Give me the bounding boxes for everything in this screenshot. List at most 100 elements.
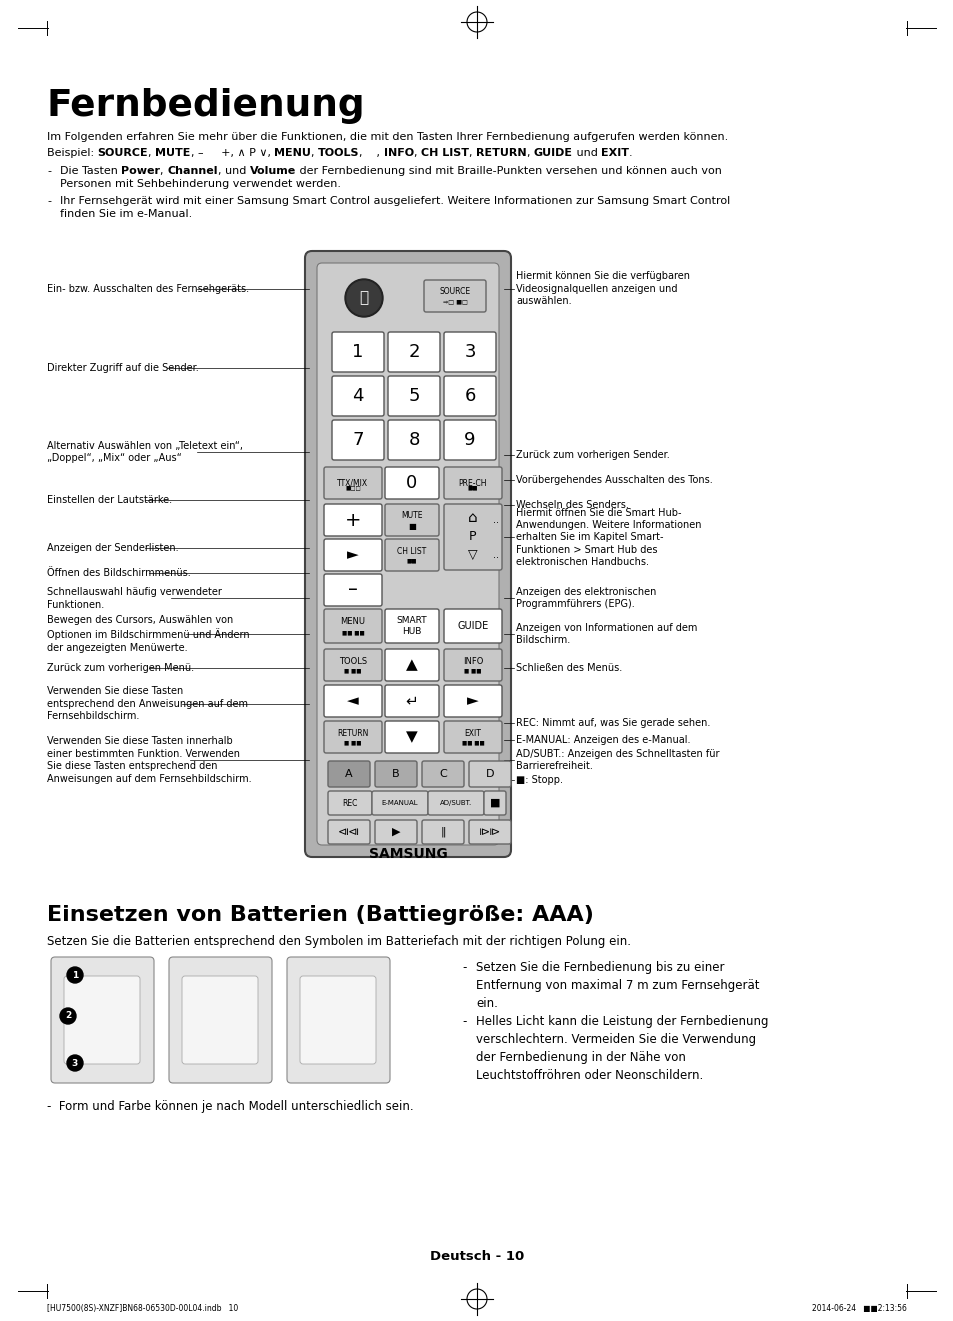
- Text: –: –: [348, 580, 357, 600]
- Text: Alternativ Auswählen von „Teletext ein“,
„Doppel“, „Mix“ oder „Aus“: Alternativ Auswählen von „Teletext ein“,…: [47, 441, 243, 464]
- Text: MENU: MENU: [340, 617, 365, 626]
- Text: TOOLS: TOOLS: [338, 657, 367, 666]
- Text: ‖: ‖: [439, 827, 445, 838]
- Text: E-MANUAL: Anzeigen des e-Manual.: E-MANUAL: Anzeigen des e-Manual.: [516, 736, 690, 745]
- Text: 6: 6: [464, 387, 476, 406]
- Text: Ein- bzw. Ausschalten des Fernsehgeräts.: Ein- bzw. Ausschalten des Fernsehgeräts.: [47, 284, 249, 293]
- FancyBboxPatch shape: [328, 820, 370, 844]
- Text: ↵: ↵: [405, 694, 418, 708]
- Text: Channel: Channel: [167, 166, 217, 176]
- FancyBboxPatch shape: [385, 686, 438, 717]
- Text: 1: 1: [352, 343, 363, 361]
- Text: ■: Stopp.: ■: Stopp.: [516, 775, 562, 785]
- FancyBboxPatch shape: [443, 332, 496, 373]
- Text: Deutsch - 10: Deutsch - 10: [430, 1251, 523, 1263]
- Text: ,: ,: [469, 148, 476, 159]
- Text: -  Form und Farbe können je nach Modell unterschiedlich sein.: - Form und Farbe können je nach Modell u…: [47, 1100, 414, 1114]
- Text: Hiermit öffnen Sie die Smart Hub-
Anwendungen. Weitere Informationen
erhalten Si: Hiermit öffnen Sie die Smart Hub- Anwend…: [516, 507, 700, 567]
- Text: 2014-06-24   ■■2:13:56: 2014-06-24 ■■2:13:56: [811, 1304, 906, 1313]
- FancyBboxPatch shape: [328, 791, 372, 815]
- FancyBboxPatch shape: [299, 976, 375, 1063]
- Circle shape: [347, 281, 380, 314]
- FancyBboxPatch shape: [388, 332, 439, 373]
- Text: 4: 4: [352, 387, 363, 406]
- Text: Zurück zum vorherigen Menü.: Zurück zum vorherigen Menü.: [47, 663, 193, 672]
- Text: ■□□: ■□□: [345, 485, 360, 490]
- Text: ■: ■: [489, 798, 499, 808]
- Text: 2: 2: [408, 343, 419, 361]
- Text: ⧏⧏: ⧏⧏: [337, 827, 359, 838]
- FancyBboxPatch shape: [316, 263, 498, 845]
- Text: CH LIST: CH LIST: [397, 547, 426, 556]
- Text: ▼: ▼: [406, 729, 417, 745]
- Text: Direkter Zugriff auf die Sender.: Direkter Zugriff auf die Sender.: [47, 362, 198, 373]
- FancyBboxPatch shape: [324, 468, 381, 499]
- FancyBboxPatch shape: [443, 420, 496, 460]
- FancyBboxPatch shape: [423, 280, 485, 312]
- Text: Einsetzen von Batterien (Battiegröße: AAA): Einsetzen von Batterien (Battiegröße: AA…: [47, 905, 594, 925]
- Text: PRE-CH: PRE-CH: [458, 478, 487, 487]
- Text: ⌂: ⌂: [468, 510, 477, 526]
- Text: GUIDE: GUIDE: [533, 148, 572, 159]
- Text: Anzeigen des elektronischen
Programmführers (EPG).: Anzeigen des elektronischen Programmführ…: [516, 587, 656, 609]
- Text: Hiermit können Sie die verfügbaren
Videosignalquellen anzeigen und
auswählen.: Hiermit können Sie die verfügbaren Video…: [516, 271, 689, 306]
- FancyBboxPatch shape: [428, 791, 483, 815]
- Text: , –     +, ∧ P ∨,: , – +, ∧ P ∨,: [191, 148, 274, 159]
- FancyBboxPatch shape: [328, 761, 370, 787]
- FancyBboxPatch shape: [443, 376, 496, 416]
- FancyBboxPatch shape: [287, 956, 390, 1083]
- Text: Setzen Sie die Batterien entsprechend den Symbolen im Batteriefach mit der richt: Setzen Sie die Batterien entsprechend de…: [47, 935, 630, 948]
- Text: Bewegen des Cursors, Auswählen von
Optionen im Bildschirmmenü und Ändern
der ang: Bewegen des Cursors, Auswählen von Optio…: [47, 616, 250, 653]
- Text: Schließen des Menüs.: Schließen des Menüs.: [516, 663, 621, 672]
- Text: Personen mit Sehbehinderung verwendet werden.: Personen mit Sehbehinderung verwendet we…: [60, 180, 340, 189]
- Text: ■ ■■: ■ ■■: [344, 668, 361, 674]
- Text: P: P: [469, 530, 476, 543]
- Text: ■■ ■■: ■■ ■■: [341, 630, 364, 635]
- Text: ■ ■■: ■ ■■: [464, 668, 481, 674]
- Text: A: A: [345, 769, 353, 779]
- Text: Setzen Sie die Fernbedienung bis zu einer
Entfernung von maximal 7 m zum Fernseh: Setzen Sie die Fernbedienung bis zu eine…: [476, 960, 759, 1011]
- Text: ..: ..: [493, 550, 498, 560]
- Text: SOURCE: SOURCE: [439, 288, 470, 296]
- FancyBboxPatch shape: [332, 376, 384, 416]
- Text: ⇒□ ■□: ⇒□ ■□: [442, 300, 467, 305]
- Text: der Fernbedienung sind mit Braille-Punkten versehen und können auch von: der Fernbedienung sind mit Braille-Punkt…: [295, 166, 721, 176]
- Text: 3: 3: [71, 1058, 78, 1067]
- FancyBboxPatch shape: [469, 820, 511, 844]
- FancyBboxPatch shape: [388, 376, 439, 416]
- Text: E-MANUAL: E-MANUAL: [381, 801, 417, 806]
- Text: -: -: [47, 196, 51, 206]
- Text: Power: Power: [121, 166, 160, 176]
- Text: [HU7500(8S)-XNZF]BN68-06530D-00L04.indb   10: [HU7500(8S)-XNZF]BN68-06530D-00L04.indb …: [47, 1304, 238, 1313]
- FancyBboxPatch shape: [324, 686, 381, 717]
- Text: C: C: [438, 769, 446, 779]
- FancyBboxPatch shape: [385, 468, 438, 499]
- Text: MENU: MENU: [274, 148, 311, 159]
- Text: REC: REC: [342, 798, 357, 807]
- Text: GUIDE: GUIDE: [456, 621, 488, 631]
- Text: ▶: ▶: [392, 827, 400, 838]
- FancyBboxPatch shape: [421, 820, 463, 844]
- Text: Zurück zum vorherigen Sender.: Zurück zum vorherigen Sender.: [516, 449, 669, 460]
- Circle shape: [67, 967, 83, 983]
- Text: Die Tasten: Die Tasten: [60, 166, 121, 176]
- Text: -: -: [47, 166, 51, 176]
- FancyBboxPatch shape: [443, 609, 501, 643]
- Text: -: -: [461, 960, 466, 974]
- Text: .: .: [628, 148, 632, 159]
- FancyBboxPatch shape: [182, 976, 257, 1063]
- Text: TOOLS: TOOLS: [317, 148, 359, 159]
- Text: D: D: [485, 769, 494, 779]
- Text: 8: 8: [408, 431, 419, 449]
- FancyBboxPatch shape: [388, 420, 439, 460]
- Text: 9: 9: [464, 431, 476, 449]
- Text: ►: ►: [467, 694, 478, 708]
- Text: REC: Nimmt auf, was Sie gerade sehen.: REC: Nimmt auf, was Sie gerade sehen.: [516, 717, 710, 728]
- Text: Volume: Volume: [250, 166, 295, 176]
- Text: ◄: ◄: [347, 694, 358, 708]
- Text: EXIT: EXIT: [464, 728, 481, 737]
- FancyBboxPatch shape: [64, 976, 140, 1063]
- Text: Verwenden Sie diese Tasten innerhalb
einer bestimmten Funktion. Verwenden
Sie di: Verwenden Sie diese Tasten innerhalb ein…: [47, 736, 252, 783]
- FancyBboxPatch shape: [375, 820, 416, 844]
- Text: ■ ■■: ■ ■■: [344, 741, 361, 745]
